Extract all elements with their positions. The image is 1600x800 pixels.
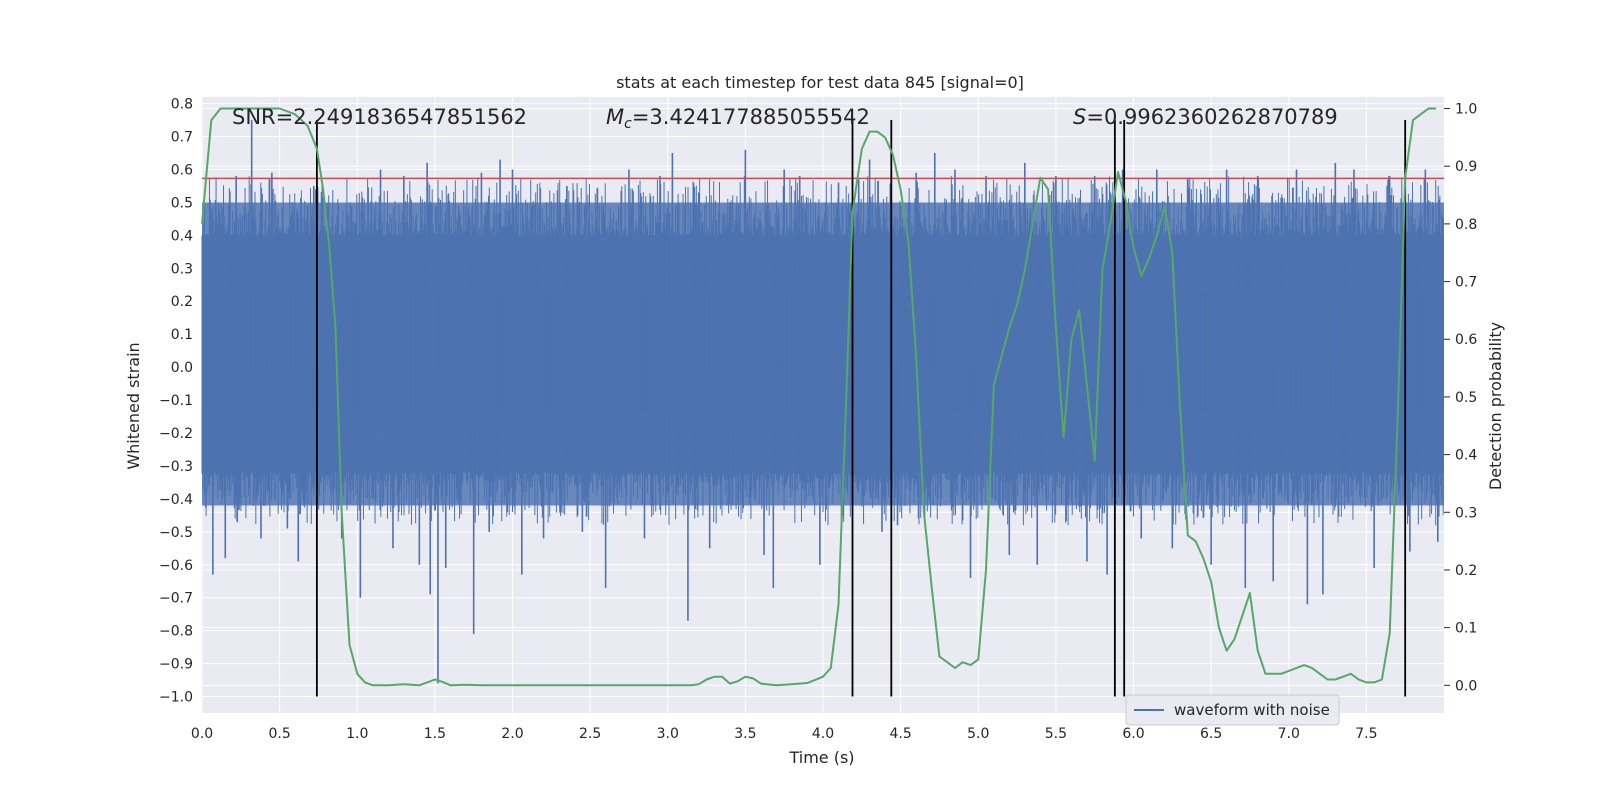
y-tick-label: 0.7 xyxy=(171,130,193,146)
y-axis-label: Whitened strain xyxy=(124,342,143,469)
y2-tick-label: 0.3 xyxy=(1455,505,1477,521)
s-annotation: S=0.9962360262870789 xyxy=(1073,105,1338,129)
x-tick-label: 4.0 xyxy=(812,726,834,742)
y2-tick-label: 0.8 xyxy=(1455,217,1477,233)
y-tick-label: −0.7 xyxy=(159,591,193,607)
x-tick-label: 1.0 xyxy=(346,726,368,742)
y-tick-label: −0.9 xyxy=(159,657,193,673)
y2-tick-label: 0.2 xyxy=(1455,563,1477,579)
y2-tick-label: 0.5 xyxy=(1455,390,1477,406)
y-tick-label: 0.8 xyxy=(171,97,193,113)
x-tick-label: 3.5 xyxy=(734,726,756,742)
x-tick-label: 7.0 xyxy=(1278,726,1300,742)
x-tick-label: 2.5 xyxy=(579,726,601,742)
strain-series xyxy=(201,120,1444,684)
y-tick-label: −1.0 xyxy=(159,690,193,706)
y-tick-label: 0.1 xyxy=(171,327,193,343)
x-tick-label: 0.5 xyxy=(268,726,290,742)
s-value: =0.9962360262870789 xyxy=(1086,105,1337,129)
s-symbol: S xyxy=(1073,105,1086,129)
y-tick-label: −0.5 xyxy=(159,525,193,541)
y-tick-label: −0.8 xyxy=(159,624,193,640)
y-tick-label: −0.4 xyxy=(159,492,193,508)
x-tick-label: 5.5 xyxy=(1045,726,1067,742)
x-tick-label: 5.0 xyxy=(967,726,989,742)
y-tick-label: 0.4 xyxy=(171,228,193,244)
marker-lines xyxy=(202,120,1444,697)
y-tick-label: 0.3 xyxy=(171,261,193,277)
legend: waveform with noise xyxy=(1125,694,1340,726)
chirp-mass-symbol: M xyxy=(606,105,624,129)
y-tick-label: 0.5 xyxy=(171,195,193,211)
x-tick-label: 1.5 xyxy=(424,726,446,742)
x-tick-label: 0.0 xyxy=(191,726,213,742)
x-tick-label: 4.5 xyxy=(889,726,911,742)
axes: 0.0 0.5 1.0 1.5 2.0 2.5 3.0 3.5 4.0 4.5 5.0 5.5 6.0 6… xyxy=(159,97,1477,742)
y-tick-label: −0.2 xyxy=(159,426,193,442)
y-tick-label: 0.6 xyxy=(171,162,193,178)
y2-tick-label: 0.4 xyxy=(1455,448,1477,464)
x-tick-label: 6.5 xyxy=(1200,726,1222,742)
y2-tick-label: 1.0 xyxy=(1455,102,1477,118)
y-tick-label: −0.1 xyxy=(159,393,193,409)
legend-label: waveform with noise xyxy=(1174,701,1330,719)
x-tick-label: 7.5 xyxy=(1355,726,1377,742)
y2-tick-label: 0.1 xyxy=(1455,621,1477,637)
probability-series xyxy=(201,107,1437,687)
y2-tick-label: 0.6 xyxy=(1455,332,1477,348)
y2-tick-label: 0.7 xyxy=(1455,275,1477,291)
y-tick-label: 0.2 xyxy=(171,294,193,310)
x-tick-label: 3.0 xyxy=(657,726,679,742)
x-tick-label: 6.0 xyxy=(1122,726,1144,742)
snr-annotation: SNR=2.2491836547851562 xyxy=(232,105,527,129)
y2-tick-label: 0.9 xyxy=(1455,159,1477,175)
legend-box xyxy=(1125,694,1340,726)
y-tick-label: 0.0 xyxy=(171,360,193,376)
x-axis-label: Time (s) xyxy=(788,748,854,767)
y2-tick-label: 0.0 xyxy=(1455,678,1477,694)
chirp-mass-value: =3.424177885055542 xyxy=(632,105,870,129)
chirp-mass-subscript: c xyxy=(624,116,632,132)
y-tick-label: −0.6 xyxy=(159,558,193,574)
chart-title: stats at each timestep for test data 845… xyxy=(616,73,1024,92)
probability-line xyxy=(201,107,1437,687)
y2-axis-label: Detection probability xyxy=(1486,322,1505,490)
y-tick-label: −0.3 xyxy=(159,459,193,475)
chirp-mass-annotation: Mc=3.424177885055542 xyxy=(606,105,870,132)
x-tick-label: 2.0 xyxy=(501,726,523,742)
